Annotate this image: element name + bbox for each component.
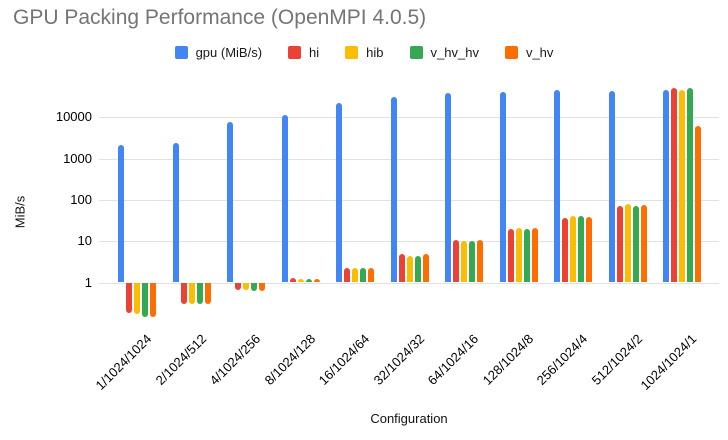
bar-v-hv-8-1024-128[interactable] [313,279,320,283]
bar-v-hv-hv-2-1024-512[interactable] [196,282,203,305]
bar-v-hv-2-1024-512[interactable] [204,282,211,305]
bar-v-hv-hv-128-1024-8[interactable] [523,228,530,283]
bar-hib-16-1024-64[interactable] [352,268,358,283]
gridline [99,241,719,243]
chart-title: GPU Packing Performance (OpenMPI 4.0.5) [13,6,427,29]
y-tick-label: 1 [84,274,92,290]
bar-v-hv-1024-1024-1[interactable] [695,126,701,283]
bar-gpu-MiB-s--16-1024-64[interactable] [336,103,342,283]
bar-gpu-MiB-s--1024-1024-1[interactable] [663,89,669,283]
y-tick-label: 100 [70,191,92,207]
legend-swatch [504,46,518,59]
bar-hib-32-1024-32[interactable] [406,255,413,283]
gridline [99,282,719,284]
y-tick-label: 1000 [63,150,92,166]
bar-hib-1-1024-1024[interactable] [134,282,140,315]
plot-area [99,85,719,322]
bar-hi-512-1024-2[interactable] [616,205,623,283]
bar-hi-4-1024-256[interactable] [235,282,241,291]
gridline [99,199,719,201]
bar-v-hv-32-1024-32[interactable] [422,254,429,283]
legend-label: hi [309,45,320,60]
bar-v-hv-hv-32-1024-32[interactable] [414,255,421,283]
bar-gpu-MiB-s--128-1024-8[interactable] [499,91,506,283]
legend-item-v-hv[interactable]: v_hv [504,45,554,60]
bar-gpu-MiB-s--512-1024-2[interactable] [608,91,615,283]
bar-v-hv-hv-1-1024-1024[interactable] [142,282,148,317]
bar-gpu-MiB-s--1-1024-1024[interactable] [118,145,124,283]
legend-item-v-hv-hv[interactable]: v_hv_hv [409,45,479,60]
bar-v-hv-hv-256-1024-4[interactable] [578,215,584,283]
bar-hib-2-1024-512[interactable] [188,282,195,305]
bar-v-hv-hv-16-1024-64[interactable] [360,268,366,283]
bar-hib-128-1024-8[interactable] [515,227,522,283]
bar-hib-512-1024-2[interactable] [624,204,631,283]
legend-item-hi[interactable]: hi [288,45,319,60]
legend-label: v_hv [525,45,554,60]
bar-v-hv-1-1024-1024[interactable] [150,282,156,317]
legend-label: v_hv_hv [430,45,479,60]
bar-hi-64-1024-16[interactable] [453,240,459,283]
bar-gpu-MiB-s--4-1024-256[interactable] [227,121,233,283]
legend-swatch [345,46,359,59]
bar-v-hv-hv-512-1024-2[interactable] [632,205,639,283]
legend-item-hib[interactable]: hib [345,45,384,60]
bar-v-hv-128-1024-8[interactable] [531,227,538,283]
legend-label: hib [366,45,384,60]
bar-hi-256-1024-4[interactable] [562,218,568,283]
gridline [99,158,719,160]
gridline [99,117,719,119]
bar-gpu-MiB-s--256-1024-4[interactable] [554,90,560,283]
bar-hi-128-1024-8[interactable] [507,228,514,283]
y-tick-label: 10000 [55,109,92,125]
legend-swatch [288,46,302,59]
bar-gpu-MiB-s--8-1024-128[interactable] [281,114,288,283]
bar-hi-8-1024-128[interactable] [289,277,296,283]
bar-hib-64-1024-16[interactable] [461,241,467,283]
bar-v-hv-hv-1024-1024-1[interactable] [687,88,693,283]
bar-v-hv-hv-4-1024-256[interactable] [251,282,257,291]
bar-v-hv-4-1024-256[interactable] [259,282,265,291]
bar-gpu-MiB-s--2-1024-512[interactable] [172,142,179,283]
legend-swatch [174,46,188,59]
bar-v-hv-64-1024-16[interactable] [477,240,483,283]
legend-item-gpu-MiB-s-[interactable]: gpu (MiB/s) [174,45,263,60]
bar-hi-1-1024-1024[interactable] [126,282,132,314]
x-axis-title: Configuration [370,411,448,426]
bar-v-hv-256-1024-4[interactable] [586,216,592,283]
bar-v-hv-512-1024-2[interactable] [640,204,647,283]
bar-v-hv-16-1024-64[interactable] [368,267,374,283]
legend-swatch [409,46,423,59]
bar-gpu-MiB-s--32-1024-32[interactable] [390,97,397,283]
bar-hi-2-1024-512[interactable] [180,282,187,305]
legend-label: gpu (MiB/s) [195,45,263,60]
bar-hib-256-1024-4[interactable] [570,215,576,283]
bar-hi-1024-1024-1[interactable] [671,88,677,283]
bar-hi-32-1024-32[interactable] [398,254,405,283]
bar-hi-16-1024-64[interactable] [344,267,350,283]
bar-v-hv-hv-64-1024-16[interactable] [469,241,475,283]
bar-hib-1024-1024-1[interactable] [679,90,685,283]
y-tick-label: 10 [77,233,92,249]
bar-gpu-MiB-s--64-1024-16[interactable] [445,93,451,283]
legend: gpu (MiB/s) hi hib v_hv_hv v_hv [0,45,728,60]
bar-hib-4-1024-256[interactable] [243,282,249,291]
bar-v-hv-hv-8-1024-128[interactable] [305,279,312,283]
bar-hib-8-1024-128[interactable] [297,279,304,283]
